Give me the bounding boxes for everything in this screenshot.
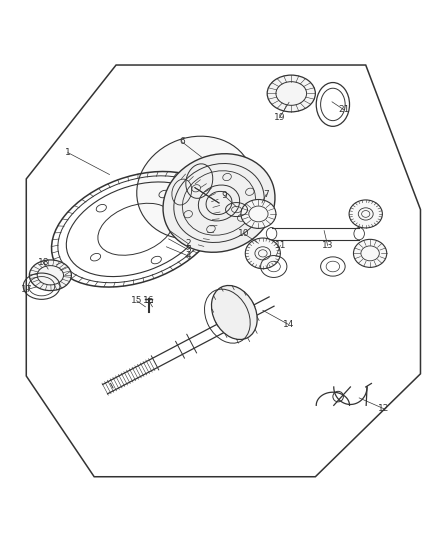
Text: 17: 17: [21, 285, 32, 294]
Ellipse shape: [245, 238, 280, 269]
Text: 12: 12: [378, 405, 390, 414]
Text: 9: 9: [221, 191, 227, 200]
Ellipse shape: [212, 286, 257, 340]
Text: 4: 4: [186, 252, 191, 261]
Ellipse shape: [241, 199, 276, 229]
Text: 16: 16: [143, 296, 155, 305]
Text: 7: 7: [263, 190, 269, 199]
Polygon shape: [26, 65, 420, 477]
Ellipse shape: [353, 239, 387, 268]
Ellipse shape: [349, 200, 382, 228]
Text: 21: 21: [338, 105, 350, 114]
Ellipse shape: [163, 154, 275, 252]
Ellipse shape: [267, 75, 315, 112]
Text: 13: 13: [322, 241, 333, 250]
Text: 19: 19: [274, 113, 285, 122]
Ellipse shape: [137, 136, 253, 239]
Text: 1: 1: [65, 148, 71, 157]
Text: 6: 6: [179, 137, 185, 146]
Text: 2: 2: [186, 239, 191, 248]
Text: 10: 10: [238, 229, 250, 238]
Text: 14: 14: [283, 320, 294, 329]
Text: 15: 15: [131, 296, 142, 305]
Ellipse shape: [29, 260, 71, 290]
Text: 3: 3: [185, 245, 191, 254]
Text: 11: 11: [275, 241, 286, 250]
Text: 18: 18: [38, 257, 49, 266]
